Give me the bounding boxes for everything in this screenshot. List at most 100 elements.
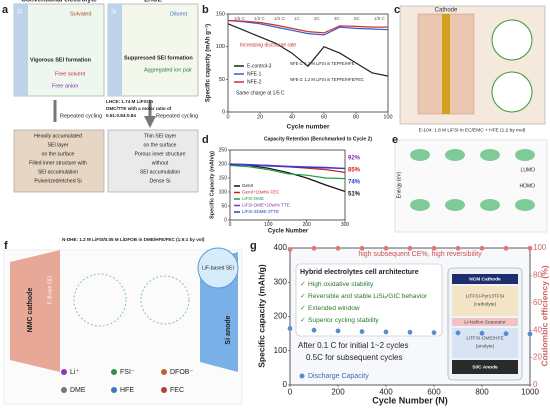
legend-swatch <box>161 387 167 393</box>
data-point <box>431 330 437 335</box>
label: without <box>152 160 169 166</box>
y2-tick-label: 60 <box>533 298 542 307</box>
y-tick-label: 150 <box>219 175 228 181</box>
data-point <box>479 245 485 251</box>
label: Si <box>17 10 22 16</box>
y2-tick-label: 0 <box>533 380 538 389</box>
label: SEI accumulation <box>140 169 180 175</box>
retention-label: 74% <box>348 180 361 186</box>
x-tick-label: 800 <box>475 387 489 396</box>
label: Free solvent <box>55 71 86 77</box>
rate-label: 5C <box>354 16 361 21</box>
label: Li⁺ <box>70 369 79 376</box>
x-axis-label: Cycle Number <box>268 229 309 235</box>
y-tick-label: 400 <box>274 243 288 252</box>
data-point <box>503 245 509 251</box>
solvation-zoom <box>491 19 533 61</box>
bullet: Superior cycling stability <box>308 317 379 324</box>
label: Conventional electrolyte <box>21 0 97 4</box>
legend-label: GenII <box>242 183 253 188</box>
data-point <box>527 245 533 251</box>
annotation: NFE-1: 1.2 M LiFSI in TEPFE/HFE <box>290 61 355 66</box>
y-tick-label: 0 <box>222 109 225 115</box>
y-tick-label: 200 <box>219 161 228 167</box>
legend-label: GenII+10wt% FEC <box>242 190 280 195</box>
y-tick-label: 50 <box>219 77 225 83</box>
data-point <box>359 245 365 251</box>
legend-label: LiFSI-DME+10wt% TTE <box>242 203 290 208</box>
label: FSI⁻ <box>120 369 135 376</box>
y2-tick-label: 80 <box>533 271 542 280</box>
legend-label: NFE-2 <box>247 79 262 85</box>
label: Suppressed SEI formation <box>124 55 193 61</box>
data-point <box>527 331 533 337</box>
label: HOMO <box>519 183 535 189</box>
legend-swatch <box>111 387 117 393</box>
chart-title: Capacity Retention (Benchmarked to Cycle… <box>264 136 372 142</box>
rate-label: 1C <box>294 16 301 21</box>
data-point <box>407 245 413 251</box>
x-tick-label: 0 <box>226 114 229 120</box>
plot-frame <box>227 13 389 113</box>
y-axis-label: Specific Capacity (mAh/g) <box>209 151 215 219</box>
x-tick-label: 60 <box>321 114 327 120</box>
label: LUMO <box>521 167 536 173</box>
label: Thin SEI layer <box>144 133 177 139</box>
panel-label: d <box>202 134 209 146</box>
label: FEC <box>170 387 184 394</box>
data-point <box>335 328 341 334</box>
annotation: high subsequent CE%, high reversibility <box>358 251 482 258</box>
label: E-104: 1.8 M LiFSI in EC/EMC + HFE (1:2 … <box>419 127 526 133</box>
legend-label: LiFSI-DME <box>242 196 264 201</box>
cycled-si-box <box>13 129 105 193</box>
x-tick-label: 100 <box>264 222 273 228</box>
rate-label: 1/3 C <box>254 16 266 21</box>
y-tick-label: 250 <box>219 147 228 153</box>
plot-frame <box>229 149 346 221</box>
cell-layer-label: NCM Cathode <box>469 276 501 282</box>
annotation: NFE-2: 1.2 M LiFSI in TEPFE/HFE/FEC <box>290 77 364 82</box>
label: LHCE <box>144 0 162 4</box>
label: Free anion <box>52 83 78 89</box>
y-axis-label: Specific capacity (mAh g⁻¹) <box>205 24 212 102</box>
separator-layer <box>452 318 518 326</box>
x-tick-label: 20 <box>257 114 263 120</box>
si-slab <box>14 4 28 96</box>
legend-swatch <box>299 373 305 379</box>
y-tick-label: 200 <box>274 312 288 321</box>
rate-label: 3C <box>334 16 341 21</box>
label: F, B-rich CEI <box>47 276 53 304</box>
panel-label: a <box>2 4 9 16</box>
data-point <box>431 245 437 251</box>
legend-label: Discharge Capacity <box>308 373 369 380</box>
cell-layer-label: Li-Nafion Separator <box>464 319 506 325</box>
label: SEI layer <box>47 142 68 148</box>
series-line <box>227 23 389 77</box>
label: LHCE: 1.74 M LiFSI in <box>106 99 153 104</box>
panel-label: c <box>394 4 400 16</box>
series-line <box>229 164 346 170</box>
x-tick-label: 200 <box>331 387 345 396</box>
y-tick-label: 0 <box>283 380 288 389</box>
y2-tick-label: 100 <box>533 243 547 252</box>
data-point <box>383 329 389 335</box>
x-tick-label: 200 <box>302 222 311 228</box>
panel-label: b <box>202 4 209 16</box>
interface <box>442 14 450 114</box>
box-title: Hybrid electrolytes cell architecture <box>300 269 419 276</box>
y-tick-label: 50 <box>221 203 227 209</box>
legend-label: NFE-1 <box>247 71 262 77</box>
check-mark: ✓ <box>300 293 306 300</box>
nmc-cathode <box>10 250 60 372</box>
data-point <box>335 245 341 251</box>
label: Si <box>111 10 116 16</box>
panel-label: e <box>392 134 398 146</box>
bullet: Reversible and stable LiSiₓ/GIC behavior <box>308 293 428 300</box>
rate-note: 0.5C for subsequent cycles <box>306 353 403 362</box>
anode-layer <box>452 360 518 374</box>
x-axis-label: Cycle number <box>287 124 330 131</box>
x-tick-label: 40 <box>289 114 295 120</box>
label: Cathode <box>435 8 458 14</box>
rate-label: 1/5 C <box>374 16 386 21</box>
data-point <box>311 245 317 251</box>
